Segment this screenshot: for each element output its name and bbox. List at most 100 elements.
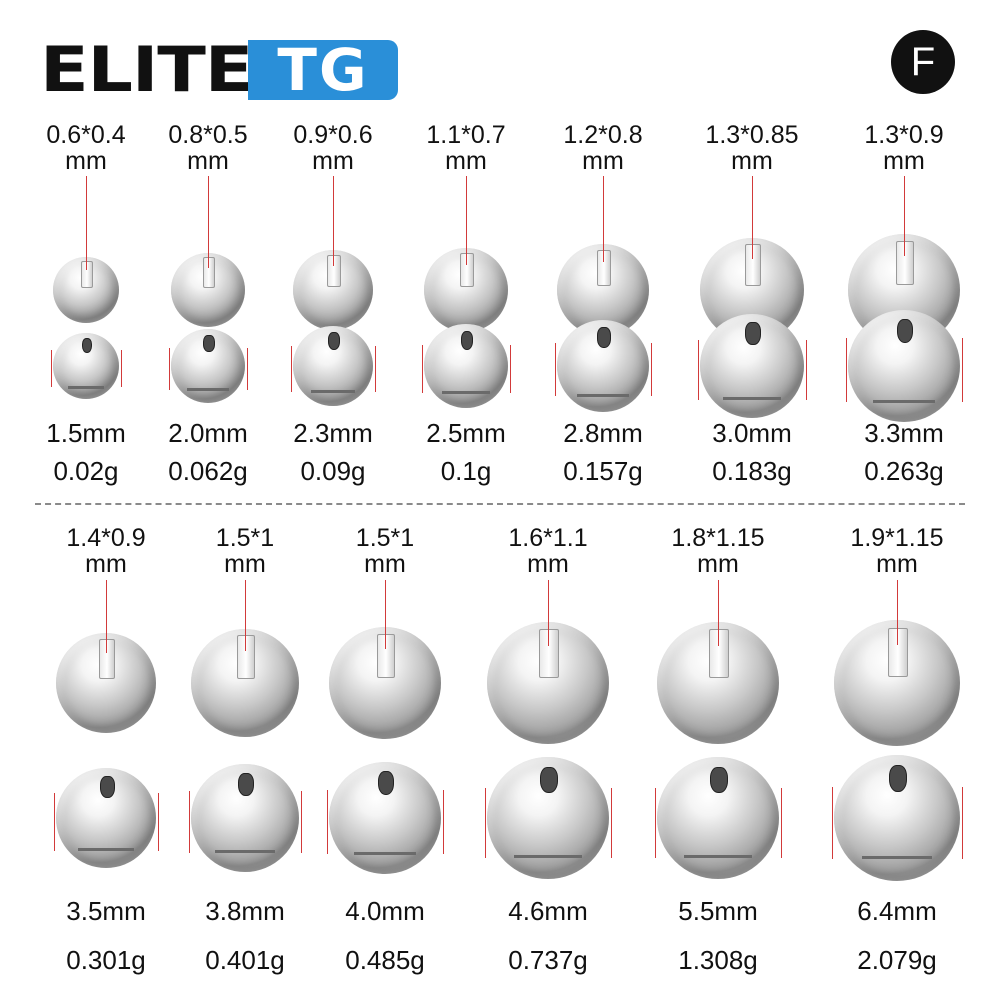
brand-logo: ELITE TG <box>40 39 398 101</box>
bead-slot <box>99 639 115 679</box>
hole-pointer-line <box>385 580 386 650</box>
hole-unit: mm <box>312 147 354 175</box>
bead-hole <box>99 776 115 798</box>
bead-hole <box>745 322 761 346</box>
bead-hole-label: 0.8*0.5 mm <box>133 122 283 174</box>
diameter-marker-right <box>962 338 963 403</box>
hole-dimension: 1.1*0.7 <box>426 121 506 149</box>
bead-notch <box>78 848 134 851</box>
diameter-marker-right <box>121 349 122 388</box>
hole-unit: mm <box>224 550 266 578</box>
bead-diameter: 2.0mm <box>168 418 248 448</box>
hole-pointer-line <box>718 580 719 647</box>
hole-unit: mm <box>445 147 487 175</box>
hole-dimension: 0.9*0.6 <box>293 121 373 149</box>
hole-pointer-line <box>208 176 209 268</box>
diameter-marker-right <box>443 790 444 855</box>
bead-notch <box>67 385 105 389</box>
hole-dimension: 1.9*1.15 <box>850 524 944 552</box>
diameter-marker-right <box>651 343 652 396</box>
bead-hole-label: 1.2*0.8 mm <box>528 122 678 174</box>
bead-notch <box>353 851 417 855</box>
hole-pointer-line <box>548 580 549 647</box>
bead-hole-label: 0.9*0.6 mm <box>258 122 408 174</box>
diameter-marker-right <box>510 345 511 394</box>
bead-diameter: 3.8mm <box>205 896 285 926</box>
bead-hole-label: 1.3*0.9 mm <box>829 122 979 174</box>
bead-diameter: 6.4mm <box>857 896 937 926</box>
bead-hole-label: 1.8*1.15 mm <box>643 525 793 577</box>
hole-pointer-line <box>466 176 467 265</box>
bead-hole-view <box>171 329 245 403</box>
bead-diameter: 2.5mm <box>426 418 506 448</box>
hole-unit: mm <box>876 550 918 578</box>
bead-notch <box>683 854 753 858</box>
diameter-marker-left <box>51 349 52 388</box>
hole-dimension: 1.3*0.85 <box>705 121 799 149</box>
bead-hole-view <box>329 762 441 874</box>
hole-dimension: 0.6*0.4 <box>46 121 126 149</box>
bead-hole-view <box>424 324 508 408</box>
hole-dimension: 0.8*0.5 <box>168 121 248 149</box>
hole-unit: mm <box>364 550 406 578</box>
bead-notch <box>872 399 936 403</box>
bead-notch <box>310 390 356 393</box>
variant-badge: F <box>891 30 955 94</box>
bead-hole <box>710 766 728 794</box>
hole-unit: mm <box>65 147 107 175</box>
bead-hole-label: 1.9*1.15 mm <box>822 525 972 577</box>
hole-pointer-line <box>897 580 898 646</box>
bead-hole-view <box>657 757 779 879</box>
bead-notch <box>577 393 629 397</box>
bead-hole-view <box>848 310 960 422</box>
hole-unit: mm <box>731 147 773 175</box>
hole-pointer-line <box>333 176 334 266</box>
bead-hole-label: 1.5*1 mm <box>170 525 320 577</box>
diameter-marker-left <box>422 345 423 394</box>
bead-diameter: 4.6mm <box>508 896 588 926</box>
bead-diameter: 2.3mm <box>293 418 373 448</box>
bead-hole-view <box>293 326 373 406</box>
bead-diameter: 1.5mm <box>46 418 126 448</box>
diameter-marker-left <box>327 790 328 855</box>
bead-diameter: 2.8mm <box>563 418 643 448</box>
hole-pointer-line <box>752 176 753 259</box>
bead-weight: 0.263g <box>864 456 944 486</box>
diameter-marker-left <box>169 347 170 391</box>
bead-weight: 0.1g <box>440 456 492 486</box>
bead-weight: 2.079g <box>857 945 937 975</box>
bead-weight: 1.308g <box>678 945 758 975</box>
bead-hole <box>888 765 908 793</box>
bead-weight: 0.062g <box>168 456 248 486</box>
bead-hole <box>237 772 254 797</box>
bead-hole <box>896 318 914 344</box>
diameter-marker-left <box>189 791 190 854</box>
diameter-marker-right <box>781 787 782 858</box>
bead-hole-view <box>557 320 649 412</box>
hole-dimension: 1.5*1 <box>355 524 415 552</box>
hole-dimension: 1.2*0.8 <box>563 121 643 149</box>
diameter-marker-right <box>158 793 159 851</box>
bead-notch <box>513 854 583 858</box>
diameter-marker-left <box>698 340 699 400</box>
diameter-marker-right <box>611 787 612 858</box>
diameter-marker-right <box>301 791 302 854</box>
bead-diameter: 3.5mm <box>66 896 146 926</box>
bead-weight: 0.301g <box>66 945 146 975</box>
bead-weight: 0.157g <box>563 456 643 486</box>
bead-hole-label: 0.6*0.4 mm <box>11 122 161 174</box>
bead-hole-label: 1.5*1 mm <box>310 525 460 577</box>
diameter-marker-right <box>962 786 963 859</box>
bead-diameter: 4.0mm <box>345 896 425 926</box>
diameter-marker-right <box>247 347 248 391</box>
brand-name-elite: ELITE <box>40 33 253 106</box>
bead-hole-view <box>56 768 156 868</box>
diameter-marker-left <box>655 787 656 858</box>
hole-unit: mm <box>883 147 925 175</box>
bead-diameter: 3.0mm <box>712 418 792 448</box>
hole-pointer-line <box>245 580 246 651</box>
bead-notch <box>722 397 782 401</box>
diameter-marker-left <box>555 343 556 396</box>
bead-notch <box>214 850 276 854</box>
hole-dimension: 1.6*1.1 <box>508 524 588 552</box>
